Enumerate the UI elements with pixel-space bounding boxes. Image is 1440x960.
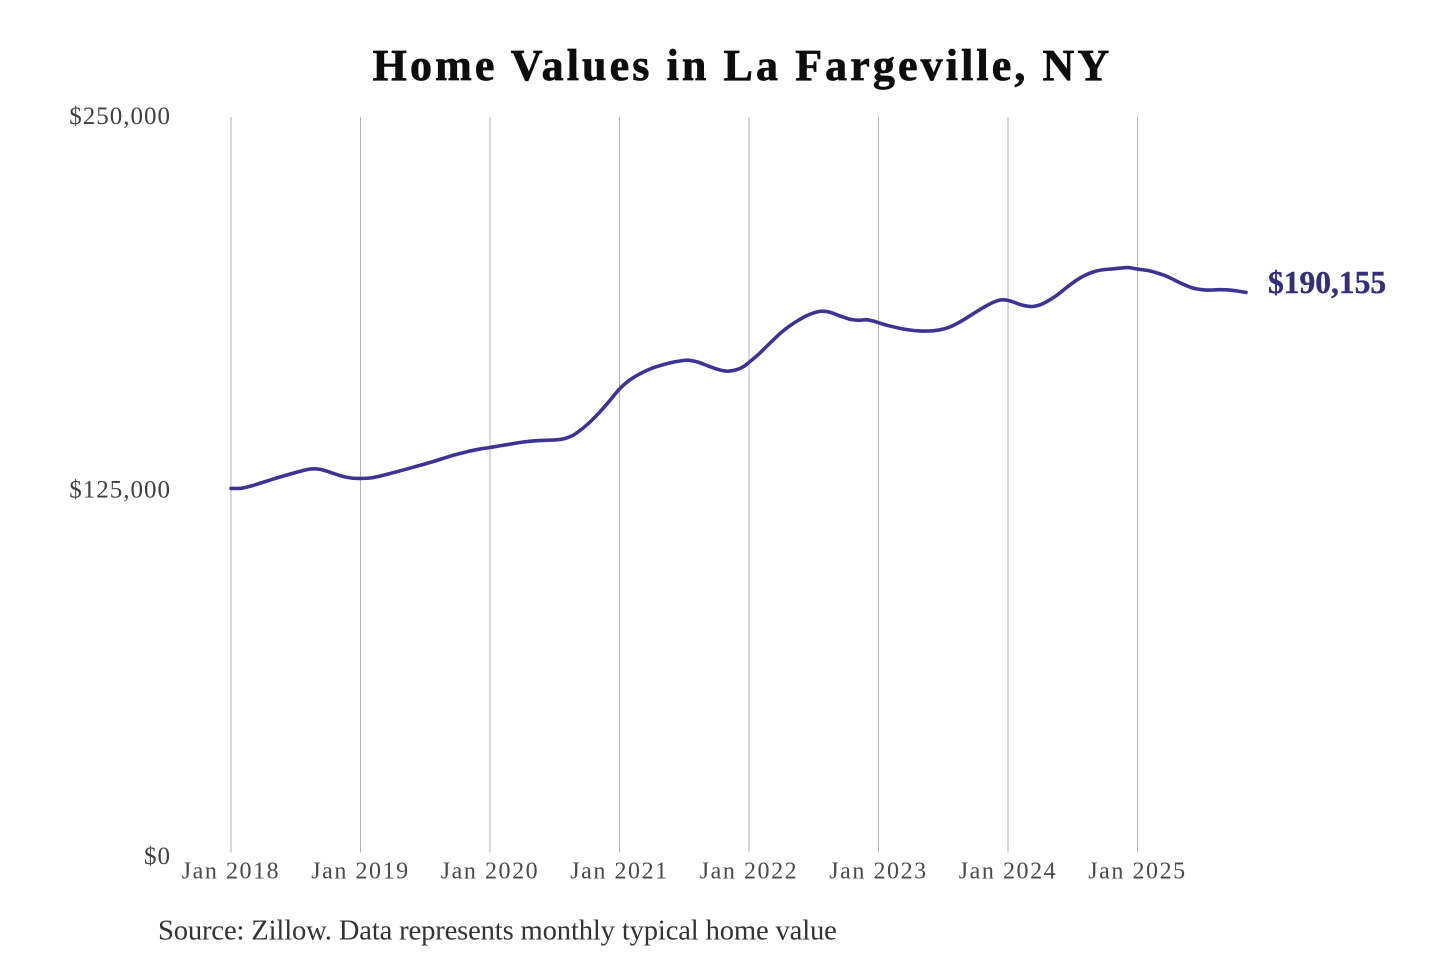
svg-text:Jan 2019: Jan 2019 xyxy=(311,859,409,885)
svg-text:Jan 2023: Jan 2023 xyxy=(829,859,927,885)
svg-text:Jan 2022: Jan 2022 xyxy=(700,859,798,885)
svg-text:$125,000: $125,000 xyxy=(69,477,171,504)
svg-text:Jan 2018: Jan 2018 xyxy=(182,859,280,885)
svg-text:Source: Zillow. Data represent: Source: Zillow. Data represents monthly … xyxy=(158,915,837,946)
svg-text:$0: $0 xyxy=(144,843,171,870)
svg-text:Jan 2021: Jan 2021 xyxy=(570,859,668,885)
svg-text:$190,155: $190,155 xyxy=(1268,265,1386,300)
svg-text:Home Values in La Fargeville,: Home Values in La Fargeville, NY xyxy=(373,41,1113,90)
svg-text:Jan 2024: Jan 2024 xyxy=(959,859,1057,885)
svg-text:Jan 2020: Jan 2020 xyxy=(441,859,539,885)
svg-text:Jan 2025: Jan 2025 xyxy=(1088,859,1186,885)
svg-text:$250,000: $250,000 xyxy=(69,103,171,130)
